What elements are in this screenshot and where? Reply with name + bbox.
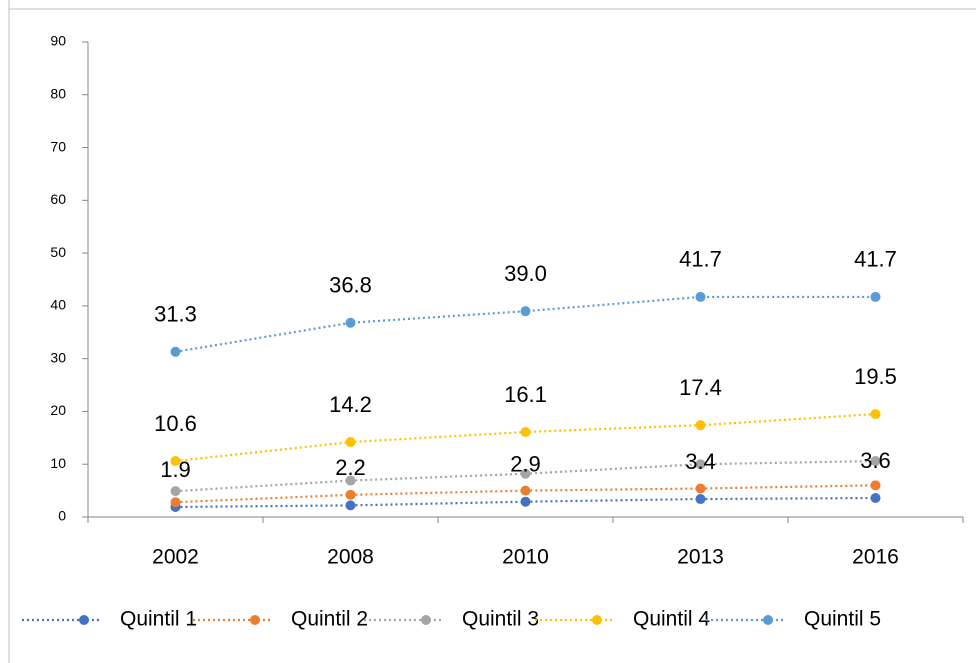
data-point xyxy=(870,409,881,420)
y-tick-label: 30 xyxy=(50,349,66,365)
data-point xyxy=(870,456,881,467)
data-label: 10.6 xyxy=(154,411,197,436)
legend-label: Quintil 1 xyxy=(120,608,197,631)
data-label: 17.4 xyxy=(679,375,722,400)
x-tick-label: 2010 xyxy=(502,546,549,569)
x-tick-label: 2016 xyxy=(852,546,899,569)
x-tick-label: 2013 xyxy=(677,546,724,569)
data-point xyxy=(695,291,706,302)
data-point xyxy=(520,427,531,438)
data-label: 14.2 xyxy=(329,392,372,417)
y-tick-label: 70 xyxy=(50,138,66,154)
data-point xyxy=(520,468,531,479)
data-point xyxy=(170,346,181,357)
legend-marker xyxy=(421,615,431,625)
data-label: 31.3 xyxy=(154,302,197,327)
legend-label: Quintil 2 xyxy=(291,608,368,631)
data-point xyxy=(520,496,531,507)
data-label: 2.9 xyxy=(510,452,541,477)
data-point xyxy=(170,497,181,508)
legend-marker xyxy=(79,615,89,625)
y-tick-label: 0 xyxy=(58,508,66,524)
data-point xyxy=(345,475,356,486)
data-point xyxy=(345,317,356,328)
y-tick-label: 80 xyxy=(50,85,66,101)
legend-label: Quintil 3 xyxy=(462,608,539,631)
legend-marker xyxy=(592,615,602,625)
y-tick-label: 40 xyxy=(50,297,66,313)
data-point xyxy=(520,306,531,317)
data-label: 41.7 xyxy=(679,247,722,272)
data-label: 3.4 xyxy=(685,449,716,474)
data-label: 39.0 xyxy=(504,261,547,286)
data-point xyxy=(695,483,706,494)
data-label: 16.1 xyxy=(504,382,547,407)
y-tick-label: 50 xyxy=(50,244,66,260)
data-point xyxy=(695,420,706,431)
data-point xyxy=(345,489,356,500)
data-label: 3.6 xyxy=(860,448,891,473)
data-point xyxy=(695,494,706,505)
data-point xyxy=(345,437,356,448)
data-label: 2.2 xyxy=(335,455,366,480)
legend-label: Quintil 4 xyxy=(633,608,710,631)
y-tick-label: 20 xyxy=(50,402,66,418)
data-point xyxy=(870,291,881,302)
data-point xyxy=(695,459,706,470)
data-label: 36.8 xyxy=(329,273,372,298)
y-tick-label: 90 xyxy=(50,33,66,49)
data-point xyxy=(170,456,181,467)
legend-marker xyxy=(763,615,773,625)
data-label: 41.7 xyxy=(854,247,897,272)
data-point xyxy=(345,500,356,511)
data-point xyxy=(870,493,881,503)
y-tick-label: 10 xyxy=(50,455,66,471)
series-line xyxy=(175,295,876,353)
x-tick-label: 2008 xyxy=(327,546,374,569)
x-tick-label: 2002 xyxy=(152,546,199,569)
legend-marker xyxy=(250,615,260,625)
data-label: 19.5 xyxy=(854,364,897,389)
data-point xyxy=(520,485,531,496)
y-tick-label: 60 xyxy=(50,191,66,207)
data-label: 1.9 xyxy=(160,457,191,482)
data-point xyxy=(170,486,181,497)
data-point xyxy=(870,480,881,491)
legend-label: Quintil 5 xyxy=(804,608,881,631)
